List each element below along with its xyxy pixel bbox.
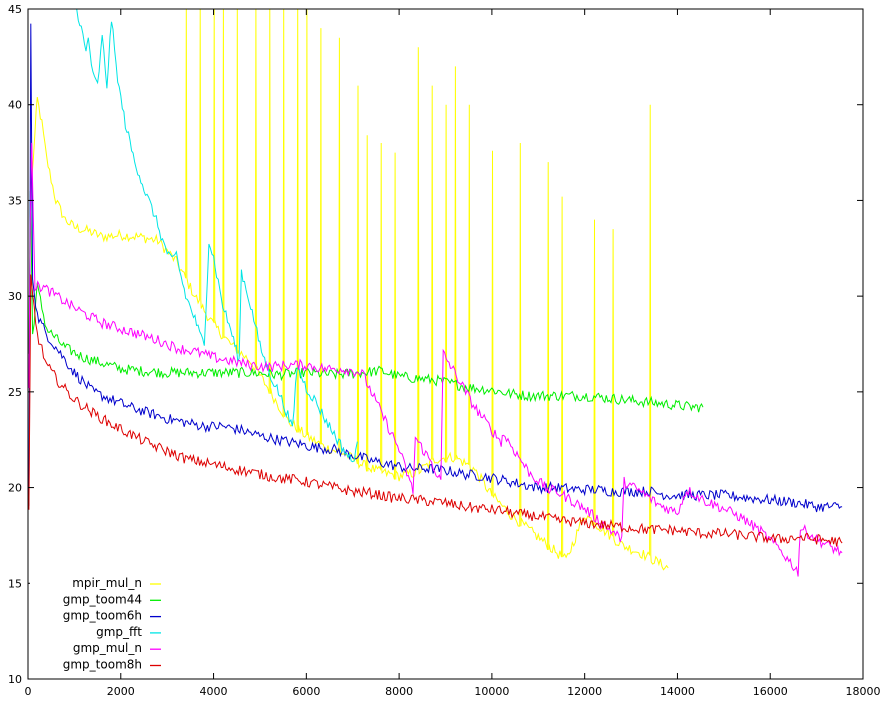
series-line-gmp_toom6h (28, 23, 843, 513)
legend-label-mpir_mul_n: mpir_mul_n (72, 576, 142, 590)
series-line-gmp_mul_n (28, 142, 843, 577)
legend-bg (30, 607, 170, 622)
x-tick-label: 8000 (385, 685, 413, 698)
y-tick-label: 10 (8, 673, 22, 686)
x-tick-label: 18000 (846, 685, 880, 698)
legend: mpir_mul_n gmp_toom44 gmp_toom6h gmp_fftgmp… (30, 575, 170, 672)
x-tick-label: 16000 (753, 685, 788, 698)
legend-label-gmp_fft: gmp_fft (96, 625, 142, 639)
y-tick-label: 40 (8, 99, 22, 112)
legend-bg (30, 640, 170, 655)
y-tick-label: 15 (8, 577, 22, 590)
x-tick-label: 14000 (660, 685, 695, 698)
y-tick-label: 30 (8, 290, 22, 303)
legend-bg (30, 656, 170, 671)
y-tick-label: 45 (8, 3, 22, 16)
legend-label-gmp_toom6h: gmp_toom6h (63, 609, 142, 623)
legend-bg (30, 591, 170, 606)
plot-frame (27, 8, 864, 680)
series-line-gmp_toom8h (28, 274, 843, 547)
y-tick-label: 20 (8, 482, 22, 495)
y-tick-label: 25 (8, 386, 22, 399)
legend-label-gmp_mul_n: gmp_mul_n (73, 641, 142, 655)
series-layer (28, 8, 843, 577)
legend-label-gmp_toom8h: gmp_toom8h (63, 658, 142, 672)
legend-bg (30, 623, 170, 638)
x-tick-label: 6000 (292, 685, 320, 698)
x-tick-label: 4000 (200, 685, 228, 698)
x-tick-label: 2000 (107, 685, 135, 698)
legend-bg (30, 575, 170, 589)
x-tick-label: 0 (25, 685, 32, 698)
y-tick-label: 35 (8, 194, 22, 207)
legend-label-gmp_toom44: gmp_toom44 (63, 592, 142, 606)
series-line-mpir_mul_n (31, 8, 669, 571)
series-line-gmp_fft (76, 8, 358, 463)
x-tick-label: 12000 (567, 685, 602, 698)
ticks-layer: 0 2000 4000 6000 8000 10000 12000 14000 16000 180… (8, 3, 880, 698)
x-tick-label: 10000 (474, 685, 509, 698)
